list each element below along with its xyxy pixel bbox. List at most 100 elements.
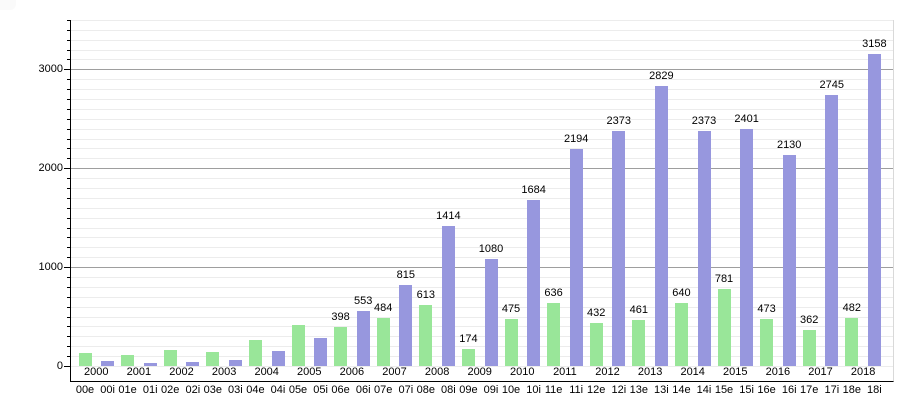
bar-02e: [163, 350, 177, 366]
gridline-minor: [71, 197, 893, 199]
gridline-minor: [71, 326, 893, 328]
x-sub-label-10e: 10e: [501, 384, 521, 396]
year-label-2012: 2012: [593, 366, 622, 378]
bar-06e: [334, 326, 348, 366]
gridline-minor: [71, 138, 893, 140]
value-label-14i: 2373: [691, 115, 717, 128]
bar-18e: [845, 318, 859, 366]
y-axis-tick: [67, 59, 70, 61]
x-sub-label-14e: 14e: [672, 384, 691, 396]
x-sub-label-02e: 02e: [161, 384, 180, 396]
bar-16i: [782, 155, 796, 366]
bar-12e: [589, 323, 603, 366]
value-label-16e: 473: [757, 303, 776, 316]
value-label-13i: 2829: [649, 70, 674, 83]
gridline-minor: [71, 128, 893, 130]
value-label-10e: 475: [501, 303, 521, 315]
value-label-07e: 484: [374, 302, 393, 315]
year-label-2004: 2004: [252, 366, 281, 378]
value-label-10i: 1684: [521, 183, 546, 196]
x-sub-label-17i: 17i: [824, 384, 840, 396]
bar-03i: [228, 360, 242, 366]
bar-18i: [867, 53, 881, 366]
gridline-minor: [71, 227, 893, 229]
bar-16e: [760, 319, 774, 366]
x-sub-label-12e: 12e: [587, 384, 606, 396]
y-axis-tick: [64, 69, 70, 71]
gridline-minor: [71, 19, 893, 21]
value-label-11e: 636: [544, 287, 563, 300]
corner-artifact: [0, 0, 16, 10]
y-axis-tick: [67, 39, 70, 41]
gridline-minor: [71, 296, 893, 298]
bar-11i: [569, 149, 583, 366]
y-axis-tick: [67, 217, 70, 219]
y-axis-tick: [67, 99, 70, 100]
gridline-minor: [71, 188, 893, 189]
x-sub-label-11e: 11e: [544, 384, 563, 396]
y-axis-tick: [67, 19, 70, 21]
gridline-major: [71, 267, 893, 269]
value-label-14e: 640: [672, 286, 691, 299]
value-label-11i: 2194: [563, 133, 589, 145]
y-axis-tick: [67, 197, 70, 199]
year-label-2011: 2011: [551, 366, 579, 378]
x-sub-label-13i: 13i: [654, 384, 669, 396]
value-label-12e: 432: [587, 307, 606, 320]
year-label-2007: 2007: [380, 366, 409, 378]
x-sub-label-01e: 01e: [118, 384, 137, 396]
value-label-08i: 1414: [436, 210, 461, 223]
y-axis-tick: [67, 49, 70, 51]
bar-13e: [632, 320, 646, 366]
bar-04i: [271, 350, 285, 366]
gridline-minor: [71, 277, 893, 278]
plot-area: 0 1000 2000 3000 2000 2001 2002 2003 2004 2005 398…: [39, 19, 894, 382]
year-label-2000: 2000: [82, 366, 111, 378]
y-axis-tick: [67, 138, 70, 140]
year-label-2003: 2003: [209, 366, 239, 378]
y-axis-tick: [67, 79, 70, 81]
value-label-13e: 461: [629, 304, 648, 317]
x-sub-label-03e: 03e: [203, 384, 222, 396]
y-axis-tick: [64, 168, 70, 170]
value-label-09e: 174: [459, 332, 478, 345]
year-label-2008: 2008: [422, 366, 452, 378]
y-axis-tick: [67, 326, 70, 328]
year-label-2017: 2017: [806, 366, 835, 378]
year-label-2013: 2013: [635, 366, 665, 378]
x-sub-label-12i: 12i: [611, 384, 627, 396]
y-axis-tick: [67, 237, 70, 239]
y-axis-tick: [67, 296, 70, 298]
year-label-2015: 2015: [721, 366, 750, 378]
bar-05e: [291, 325, 305, 366]
y-axis-tick: [64, 267, 70, 269]
y-axis-tick: [67, 247, 70, 249]
y-axis-tick: [67, 128, 70, 130]
year-label-2018: 2018: [848, 366, 878, 378]
gridline-major: [71, 168, 893, 170]
gridline-minor: [71, 366, 893, 367]
x-sub-label-14i: 14i: [696, 384, 712, 396]
gridline-minor: [71, 39, 893, 41]
bar-00e: [78, 353, 92, 366]
value-label-15i: 2401: [734, 112, 759, 125]
x-sub-label-18i: 18i: [867, 384, 882, 396]
x-sub-label-15e: 15e: [714, 384, 734, 396]
gridline-minor: [71, 59, 893, 61]
bar-00i: [101, 361, 115, 366]
x-sub-label-08i: 08i: [441, 384, 456, 396]
x-sub-label-06i: 06i: [355, 384, 371, 396]
bar-10e: [504, 319, 518, 366]
bar-07e: [376, 318, 390, 366]
x-sub-label-16i: 16i: [781, 384, 797, 396]
gridline-major: [71, 69, 893, 71]
y-axis-tick: [67, 207, 70, 209]
year-label-2010: 2010: [508, 366, 537, 378]
value-label-12i: 2373: [606, 115, 632, 128]
y-axis-tick-label: 0: [56, 360, 63, 372]
x-sub-label-07e: 07e: [374, 384, 393, 396]
y-axis-tick: [64, 366, 70, 367]
x-sub-label-01i: 01i: [142, 384, 158, 396]
y-axis-tick: [67, 336, 70, 338]
gridline-minor: [71, 158, 893, 160]
